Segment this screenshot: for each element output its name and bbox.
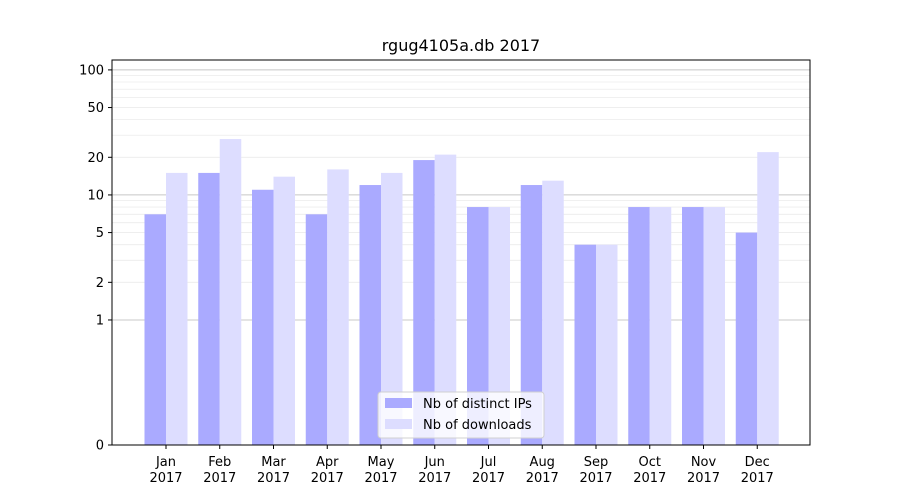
bar bbox=[219, 139, 242, 445]
y-tick-label: 5 bbox=[96, 226, 104, 241]
bar bbox=[252, 189, 274, 445]
x-tick-label-line: 2017 bbox=[633, 471, 666, 486]
x-tick-label-line: 2017 bbox=[526, 471, 559, 486]
x-tick-label-line: Nov bbox=[691, 455, 717, 470]
x-tick-label: Mar 2017 bbox=[257, 455, 290, 486]
x-tick-label-line: 2017 bbox=[364, 471, 397, 486]
x-tick-label-line: 2017 bbox=[418, 471, 451, 486]
y-tick-label: 10 bbox=[87, 188, 104, 203]
legend-swatch bbox=[385, 398, 412, 408]
y-axis-ticks: 0 1 2 5 10 20 50 100 bbox=[79, 63, 112, 454]
x-tick-label: Sep 2017 bbox=[579, 455, 612, 486]
legend-label: Nb of distinct IPs bbox=[423, 397, 532, 412]
bar bbox=[305, 214, 328, 445]
x-tick-label-line: Jul bbox=[480, 455, 497, 470]
x-tick-label-line: 2017 bbox=[472, 471, 505, 486]
bar bbox=[520, 185, 543, 445]
y-tick-label: 20 bbox=[87, 151, 104, 166]
x-tick-label: Aug 2017 bbox=[526, 455, 559, 486]
bar bbox=[359, 185, 381, 445]
y-tick-label: 50 bbox=[87, 101, 104, 116]
x-tick-label: Oct 2017 bbox=[633, 455, 666, 486]
x-tick-label-line: May bbox=[368, 455, 395, 470]
plot-frame bbox=[111, 59, 811, 446]
x-tick-label-line: Dec bbox=[745, 455, 770, 470]
legend-swatch bbox=[385, 419, 412, 429]
legend: Nb of distinct IPs Nb of downloads bbox=[377, 391, 545, 439]
x-tick-label-line: Aug bbox=[530, 455, 555, 470]
bar bbox=[574, 244, 596, 445]
x-tick-label-line: 2017 bbox=[203, 471, 236, 486]
bar bbox=[144, 214, 166, 445]
x-tick-label-line: Apr bbox=[316, 455, 339, 470]
x-tick-label: Jul 2017 bbox=[472, 455, 505, 486]
bar bbox=[649, 207, 672, 445]
bar bbox=[628, 207, 650, 445]
x-tick-label-line: 2017 bbox=[257, 471, 290, 486]
x-tick-label-line: Jun bbox=[424, 455, 445, 470]
legend-box bbox=[377, 391, 545, 439]
x-tick-label-line: Sep bbox=[584, 455, 609, 470]
y-tick-label: 1 bbox=[96, 313, 104, 328]
y-tick-label: 100 bbox=[79, 63, 104, 78]
bar bbox=[413, 160, 435, 445]
bar bbox=[542, 180, 564, 445]
bar bbox=[434, 154, 457, 446]
x-tick-label-line: Mar bbox=[261, 455, 286, 470]
bar bbox=[467, 207, 489, 445]
bar bbox=[273, 176, 295, 445]
legend-label: Nb of downloads bbox=[423, 418, 532, 433]
x-tick-label: Dec 2017 bbox=[741, 455, 774, 486]
x-tick-label-line: 2017 bbox=[311, 471, 344, 486]
bar bbox=[327, 169, 349, 445]
y-tick-label: 2 bbox=[96, 276, 104, 291]
x-tick-label-line: Feb bbox=[208, 455, 231, 470]
bar bbox=[682, 207, 704, 445]
x-tick-label-line: 2017 bbox=[687, 471, 720, 486]
bars bbox=[144, 139, 779, 446]
x-tick-label-line: 2017 bbox=[149, 471, 182, 486]
bar bbox=[703, 207, 725, 445]
x-tick-label: Jan 2017 bbox=[149, 455, 182, 486]
y-tick-label: 0 bbox=[96, 439, 104, 454]
bar bbox=[596, 244, 618, 445]
bar bbox=[757, 152, 779, 445]
chart-title: rgug4105a.db 2017 bbox=[382, 36, 540, 55]
bar bbox=[488, 207, 510, 445]
bar bbox=[166, 172, 188, 445]
x-tick-label: Jun 2017 bbox=[418, 455, 451, 486]
x-tick-label: May 2017 bbox=[364, 455, 397, 486]
x-tick-label-line: Jan bbox=[155, 455, 176, 470]
x-tick-label-line: Oct bbox=[639, 455, 661, 470]
axes bbox=[111, 59, 811, 446]
x-tick-label: Nov 2017 bbox=[687, 455, 720, 486]
bar bbox=[381, 172, 403, 445]
x-tick-label-line: 2017 bbox=[741, 471, 774, 486]
bar bbox=[198, 172, 220, 445]
x-tick-label: Feb 2017 bbox=[203, 455, 236, 486]
bar bbox=[735, 232, 758, 445]
x-tick-label-line: 2017 bbox=[579, 471, 612, 486]
x-tick-label: Apr 2017 bbox=[311, 455, 344, 486]
